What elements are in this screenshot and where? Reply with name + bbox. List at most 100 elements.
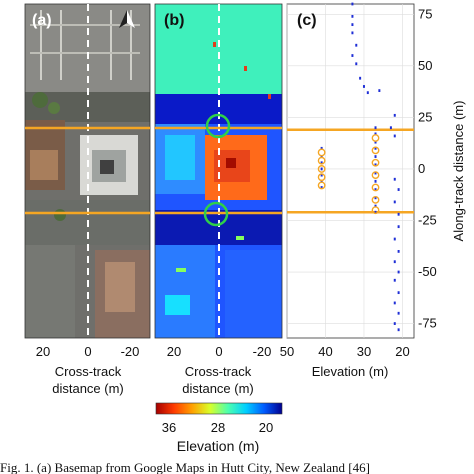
data-point xyxy=(397,225,400,229)
data-point xyxy=(374,204,377,208)
y-tick-label: -75 xyxy=(418,316,437,331)
data-point xyxy=(374,132,377,136)
highlighted-point xyxy=(371,146,380,155)
data-point xyxy=(374,210,377,214)
data-point xyxy=(366,91,369,95)
data-point xyxy=(393,134,396,138)
x-tick-labels: 50 40 30 20 xyxy=(280,344,410,359)
data-point xyxy=(355,62,358,66)
data-point xyxy=(351,14,354,18)
colorbar xyxy=(155,402,283,415)
data-point xyxy=(374,146,377,150)
data-point xyxy=(374,196,377,200)
data-point xyxy=(320,155,323,158)
xlabel-a-line2: distance (m) xyxy=(52,381,124,396)
data-point xyxy=(320,186,323,189)
panel-c-scatter-plot: 50 40 30 20 75 50 25 0 -25 -50 -75 xyxy=(280,2,437,359)
y-tick-label: -50 xyxy=(418,264,437,279)
y-tick-label: 75 xyxy=(418,6,432,21)
panel-label-b: (b) xyxy=(164,12,184,29)
data-point xyxy=(397,270,400,274)
data-point xyxy=(351,23,354,27)
data-point xyxy=(320,161,323,165)
data-point xyxy=(397,291,400,295)
data-point xyxy=(397,328,400,332)
data-point xyxy=(320,146,323,150)
highlighted-point xyxy=(371,158,380,167)
data-point xyxy=(393,237,396,241)
north-arrow-icon xyxy=(119,10,135,28)
panel-label-a: (a) xyxy=(32,12,52,29)
panel-label-c: (c) xyxy=(297,12,317,29)
data-point xyxy=(362,85,365,88)
data-point xyxy=(320,179,323,183)
data-point xyxy=(397,212,400,216)
highlighted-point xyxy=(371,134,380,142)
data-point xyxy=(393,278,396,282)
data-point xyxy=(374,171,377,175)
highlight-lines xyxy=(287,128,414,214)
grid xyxy=(286,4,414,338)
highlighted-point xyxy=(317,181,326,190)
x-tick-label: 40 xyxy=(318,344,332,359)
data-point xyxy=(393,200,396,204)
data-point xyxy=(320,167,323,171)
tick-b-0: 0 xyxy=(215,344,222,359)
data-point xyxy=(374,126,377,130)
xlabel-b-line2: distance (m) xyxy=(182,381,254,396)
y-tick-label: 25 xyxy=(418,109,432,124)
x-tick-label: 50 xyxy=(280,344,294,359)
marker-circle-lower xyxy=(203,201,229,227)
colorbar-tick-28: 28 xyxy=(211,420,225,435)
tick-a-0: 0 xyxy=(84,344,91,359)
y-tick-label: 50 xyxy=(418,58,432,73)
tick-a-minus20: -20 xyxy=(121,344,140,359)
data-point xyxy=(374,188,377,191)
y-tick-label: -25 xyxy=(418,212,437,227)
data-point xyxy=(397,311,400,315)
data-point xyxy=(389,126,392,130)
colorbar-tick-20: 20 xyxy=(259,420,273,435)
data-point xyxy=(374,155,377,158)
data-point xyxy=(393,260,396,264)
data-point xyxy=(397,188,400,191)
x-tick-label: 20 xyxy=(395,344,409,359)
data-point xyxy=(374,163,377,167)
data-point xyxy=(355,43,358,47)
data-point xyxy=(378,89,381,92)
xlabel-b-line1: Cross-track xyxy=(185,364,252,379)
highlighted-point xyxy=(371,171,380,180)
point-cloud xyxy=(317,2,400,332)
highlighted-point xyxy=(317,156,326,165)
tick-b-20: 20 xyxy=(167,344,181,359)
highlighted-point xyxy=(371,183,380,192)
data-point xyxy=(351,31,354,35)
data-point xyxy=(393,113,396,117)
highlighted-point xyxy=(371,195,380,204)
highlighted-point xyxy=(317,165,326,173)
data-point xyxy=(393,177,396,181)
data-point xyxy=(320,173,323,177)
data-point xyxy=(351,2,354,6)
xlabel-c: Elevation (m) xyxy=(312,364,389,379)
tick-a-20: 20 xyxy=(36,344,50,359)
data-point xyxy=(351,54,354,57)
highlighted-point xyxy=(317,148,326,157)
marker-circle-upper xyxy=(205,113,231,139)
data-point xyxy=(393,322,396,325)
x-tick-label: 30 xyxy=(357,344,371,359)
data-point xyxy=(374,179,377,183)
figure-caption: Fig. 1. (a) Basemap from Google Maps in … xyxy=(0,460,370,474)
data-point xyxy=(393,301,396,305)
y-tick-label: 0 xyxy=(418,161,425,176)
highlighted-point xyxy=(317,173,326,182)
xlabel-a-line1: Cross-track xyxy=(55,364,122,379)
data-point xyxy=(359,76,362,80)
y-tick-labels: 75 50 25 0 -25 -50 -75 xyxy=(418,6,437,330)
data-point xyxy=(374,140,377,144)
colorbar-tick-36: 36 xyxy=(162,420,176,435)
tick-b-minus20: -20 xyxy=(253,344,272,359)
highlighted-point xyxy=(371,206,380,215)
data-point xyxy=(397,250,400,253)
